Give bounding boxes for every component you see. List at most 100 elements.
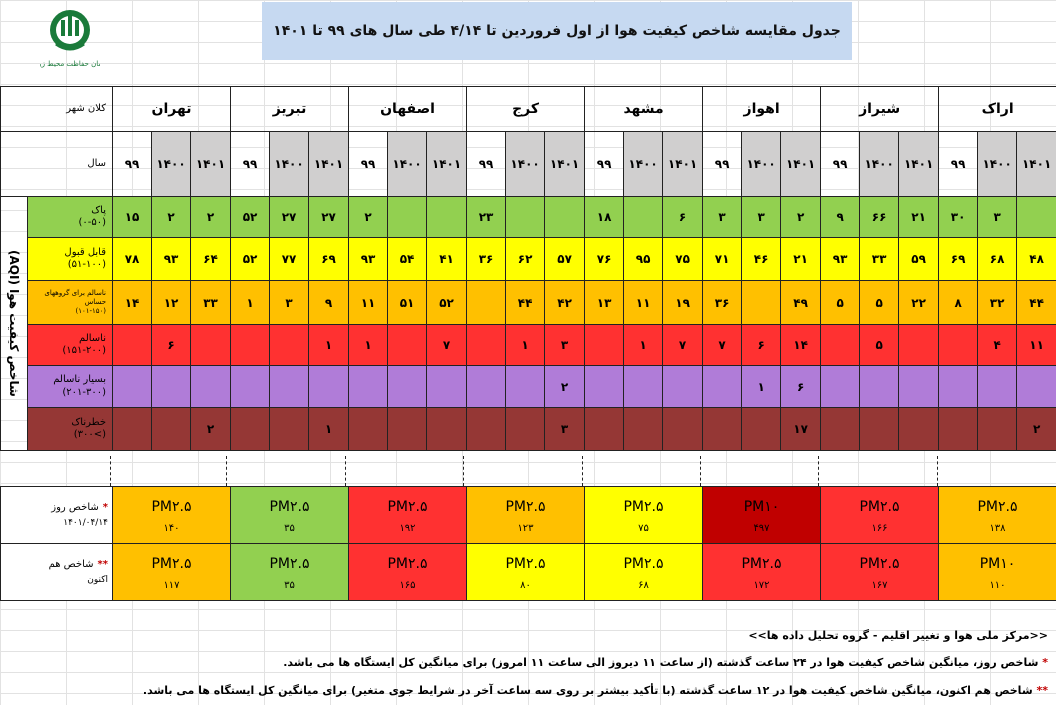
year-cell: ۱۴۰۱ bbox=[662, 131, 704, 197]
year-cell: ۱۴۰۰ bbox=[505, 131, 546, 197]
aqi-value-cell bbox=[151, 365, 192, 408]
aqi-value-cell: ۷۶ bbox=[584, 237, 625, 281]
pm-value: ۱۱۷ bbox=[163, 579, 180, 591]
aqi-value-cell: ۱۴ bbox=[780, 324, 822, 366]
aqi-value-cell: ۵ bbox=[859, 324, 900, 366]
aqi-value-cell: ۳ bbox=[741, 196, 782, 238]
category-range: (۰-۵۰) bbox=[78, 217, 107, 228]
aqi-value-cell: ۵۷ bbox=[544, 237, 586, 281]
year-cell: ۹۹ bbox=[820, 131, 861, 197]
aqi-value-cell bbox=[977, 365, 1018, 408]
spacer-divider bbox=[582, 456, 583, 486]
city-header: اراک bbox=[938, 86, 1056, 132]
pm-value: ۱۹۲ bbox=[399, 522, 416, 534]
pm-row-label: **شاخص هم اکنون bbox=[0, 543, 113, 601]
aqi-value-cell: ۴۴ bbox=[1016, 280, 1056, 325]
aqi-value-cell bbox=[269, 324, 310, 366]
aqi-value-cell: ۴۹ bbox=[780, 280, 822, 325]
aqi-value-cell: ۵ bbox=[859, 280, 900, 325]
aqi-value-cell: ۱۱ bbox=[623, 280, 664, 325]
note-text: شاخص روز، میانگین شاخص کیفیت هوا در ۲۴ س… bbox=[283, 656, 1039, 669]
aqi-value-cell: ۵۲ bbox=[230, 237, 271, 281]
aqi-value-cell: ۱۵ bbox=[112, 196, 153, 238]
aqi-value-cell: ۶ bbox=[780, 365, 822, 408]
aqi-value-cell: ۶ bbox=[662, 196, 704, 238]
aqi-value-cell bbox=[859, 407, 900, 451]
city-header: اهواز bbox=[702, 86, 822, 132]
aqi-value-cell: ۹۳ bbox=[151, 237, 192, 281]
aqi-value-cell: ۶۹ bbox=[938, 237, 979, 281]
aqi-value-cell: ۵۲ bbox=[230, 196, 271, 238]
aqi-value-cell bbox=[820, 407, 861, 451]
city-header: تبریز bbox=[230, 86, 350, 132]
year-cell: ۱۴۰۱ bbox=[780, 131, 822, 197]
category-name: بسیار ناسالم bbox=[53, 374, 107, 385]
aqi-value-cell: ۱۱ bbox=[348, 280, 389, 325]
aqi-value-cell bbox=[426, 196, 468, 238]
aqi-value-cell bbox=[505, 196, 546, 238]
aqi-value-cell bbox=[505, 407, 546, 451]
pm-row-title: شاخص هم bbox=[48, 558, 94, 570]
spacer-divider bbox=[345, 456, 346, 486]
pm-value: ۱۶۵ bbox=[399, 579, 416, 591]
aqi-value-cell: ۵۱ bbox=[387, 280, 428, 325]
pm-index-cell: PM۱۰ ۱۱۰ bbox=[938, 543, 1056, 601]
aqi-value-cell: ۹ bbox=[820, 196, 861, 238]
footer-note-1: * شاخص روز، میانگین شاخص کیفیت هوا در ۲۴… bbox=[283, 656, 1048, 669]
aqi-value-cell: ۳۳ bbox=[859, 237, 900, 281]
aqi-value-cell bbox=[387, 196, 428, 238]
category-name: پاک bbox=[91, 204, 107, 216]
aqi-value-cell: ۷ bbox=[702, 324, 743, 366]
pm-value: ۷۵ bbox=[638, 522, 649, 534]
category-label: خطرناک (>۳۰۰) bbox=[27, 407, 114, 451]
aqi-value-cell bbox=[898, 365, 940, 408]
aqi-value-cell bbox=[584, 365, 625, 408]
pm-index-cell: PM۲.۵ ۱۳۸ bbox=[938, 486, 1056, 544]
note-text: شاخص هم اکنون، میانگین شاخص کیفیت هوا در… bbox=[142, 684, 1033, 697]
category-range: (۵۱-۱۰۰) bbox=[67, 259, 107, 270]
aqi-value-cell bbox=[898, 407, 940, 451]
pm-index-cell: PM۲.۵ ۱۴۰ bbox=[112, 486, 231, 544]
aqi-value-cell: ۵۴ bbox=[387, 237, 428, 281]
category-range: (۱۰۱-۱۵۰) bbox=[75, 306, 107, 315]
aqi-value-cell bbox=[348, 407, 389, 451]
aqi-value-cell: ۷۵ bbox=[662, 237, 704, 281]
pm-index-cell: PM۲.۵ ۱۶۵ bbox=[348, 543, 467, 601]
aqi-value-cell: ۷۱ bbox=[702, 237, 743, 281]
aqi-value-cell bbox=[544, 196, 586, 238]
aqi-value-cell bbox=[348, 365, 389, 408]
pollutant-name: PM۲.۵ bbox=[859, 555, 900, 572]
aqi-value-cell bbox=[938, 324, 979, 366]
city-header: مشهد bbox=[584, 86, 704, 132]
aqi-value-cell: ۳ bbox=[544, 324, 586, 366]
aqi-value-cell: ۴۸ bbox=[1016, 237, 1056, 281]
pm-value: ۳۵ bbox=[284, 579, 295, 591]
year-cell: ۹۹ bbox=[112, 131, 153, 197]
pm-index-cell: PM۲.۵ ۱۲۳ bbox=[466, 486, 585, 544]
pm-index-cell: PM۲.۵ ۶۸ bbox=[584, 543, 703, 601]
pollutant-name: PM۱۰ bbox=[979, 555, 1016, 572]
year-cell: ۱۴۰۰ bbox=[977, 131, 1018, 197]
aqi-value-cell bbox=[426, 365, 468, 408]
pm-row-date: ۱۴۰۱/۰۴/۱۴ bbox=[63, 517, 108, 528]
pm-value: ۶۸ bbox=[638, 579, 649, 591]
aqi-value-cell: ۶۲ bbox=[505, 237, 546, 281]
aqi-value-cell: ۷۷ bbox=[269, 237, 310, 281]
aqi-value-cell bbox=[584, 407, 625, 451]
pm-row-star: ** bbox=[97, 558, 108, 570]
pm-value: ۳۵ bbox=[284, 522, 295, 534]
pollutant-name: PM۲.۵ bbox=[505, 498, 546, 515]
aqi-value-cell bbox=[426, 407, 468, 451]
page-title: جدول مقایسه شاخص کیفیت هوا از اول فروردی… bbox=[262, 2, 852, 60]
aqi-value-cell: ۱ bbox=[308, 324, 350, 366]
pollutant-name: PM۲.۵ bbox=[269, 498, 310, 515]
aqi-value-cell: ۳۳ bbox=[190, 280, 232, 325]
pollutant-name: PM۲.۵ bbox=[151, 498, 192, 515]
pm-row-date: اکنون bbox=[87, 574, 108, 585]
pm-value: ۴۹۷ bbox=[753, 522, 770, 534]
aqi-value-cell bbox=[387, 365, 428, 408]
aqi-value-cell: ۴۱ bbox=[426, 237, 468, 281]
pollutant-name: PM۲.۵ bbox=[269, 555, 310, 572]
aqi-value-cell bbox=[623, 196, 664, 238]
pollutant-name: PM۲.۵ bbox=[505, 555, 546, 572]
